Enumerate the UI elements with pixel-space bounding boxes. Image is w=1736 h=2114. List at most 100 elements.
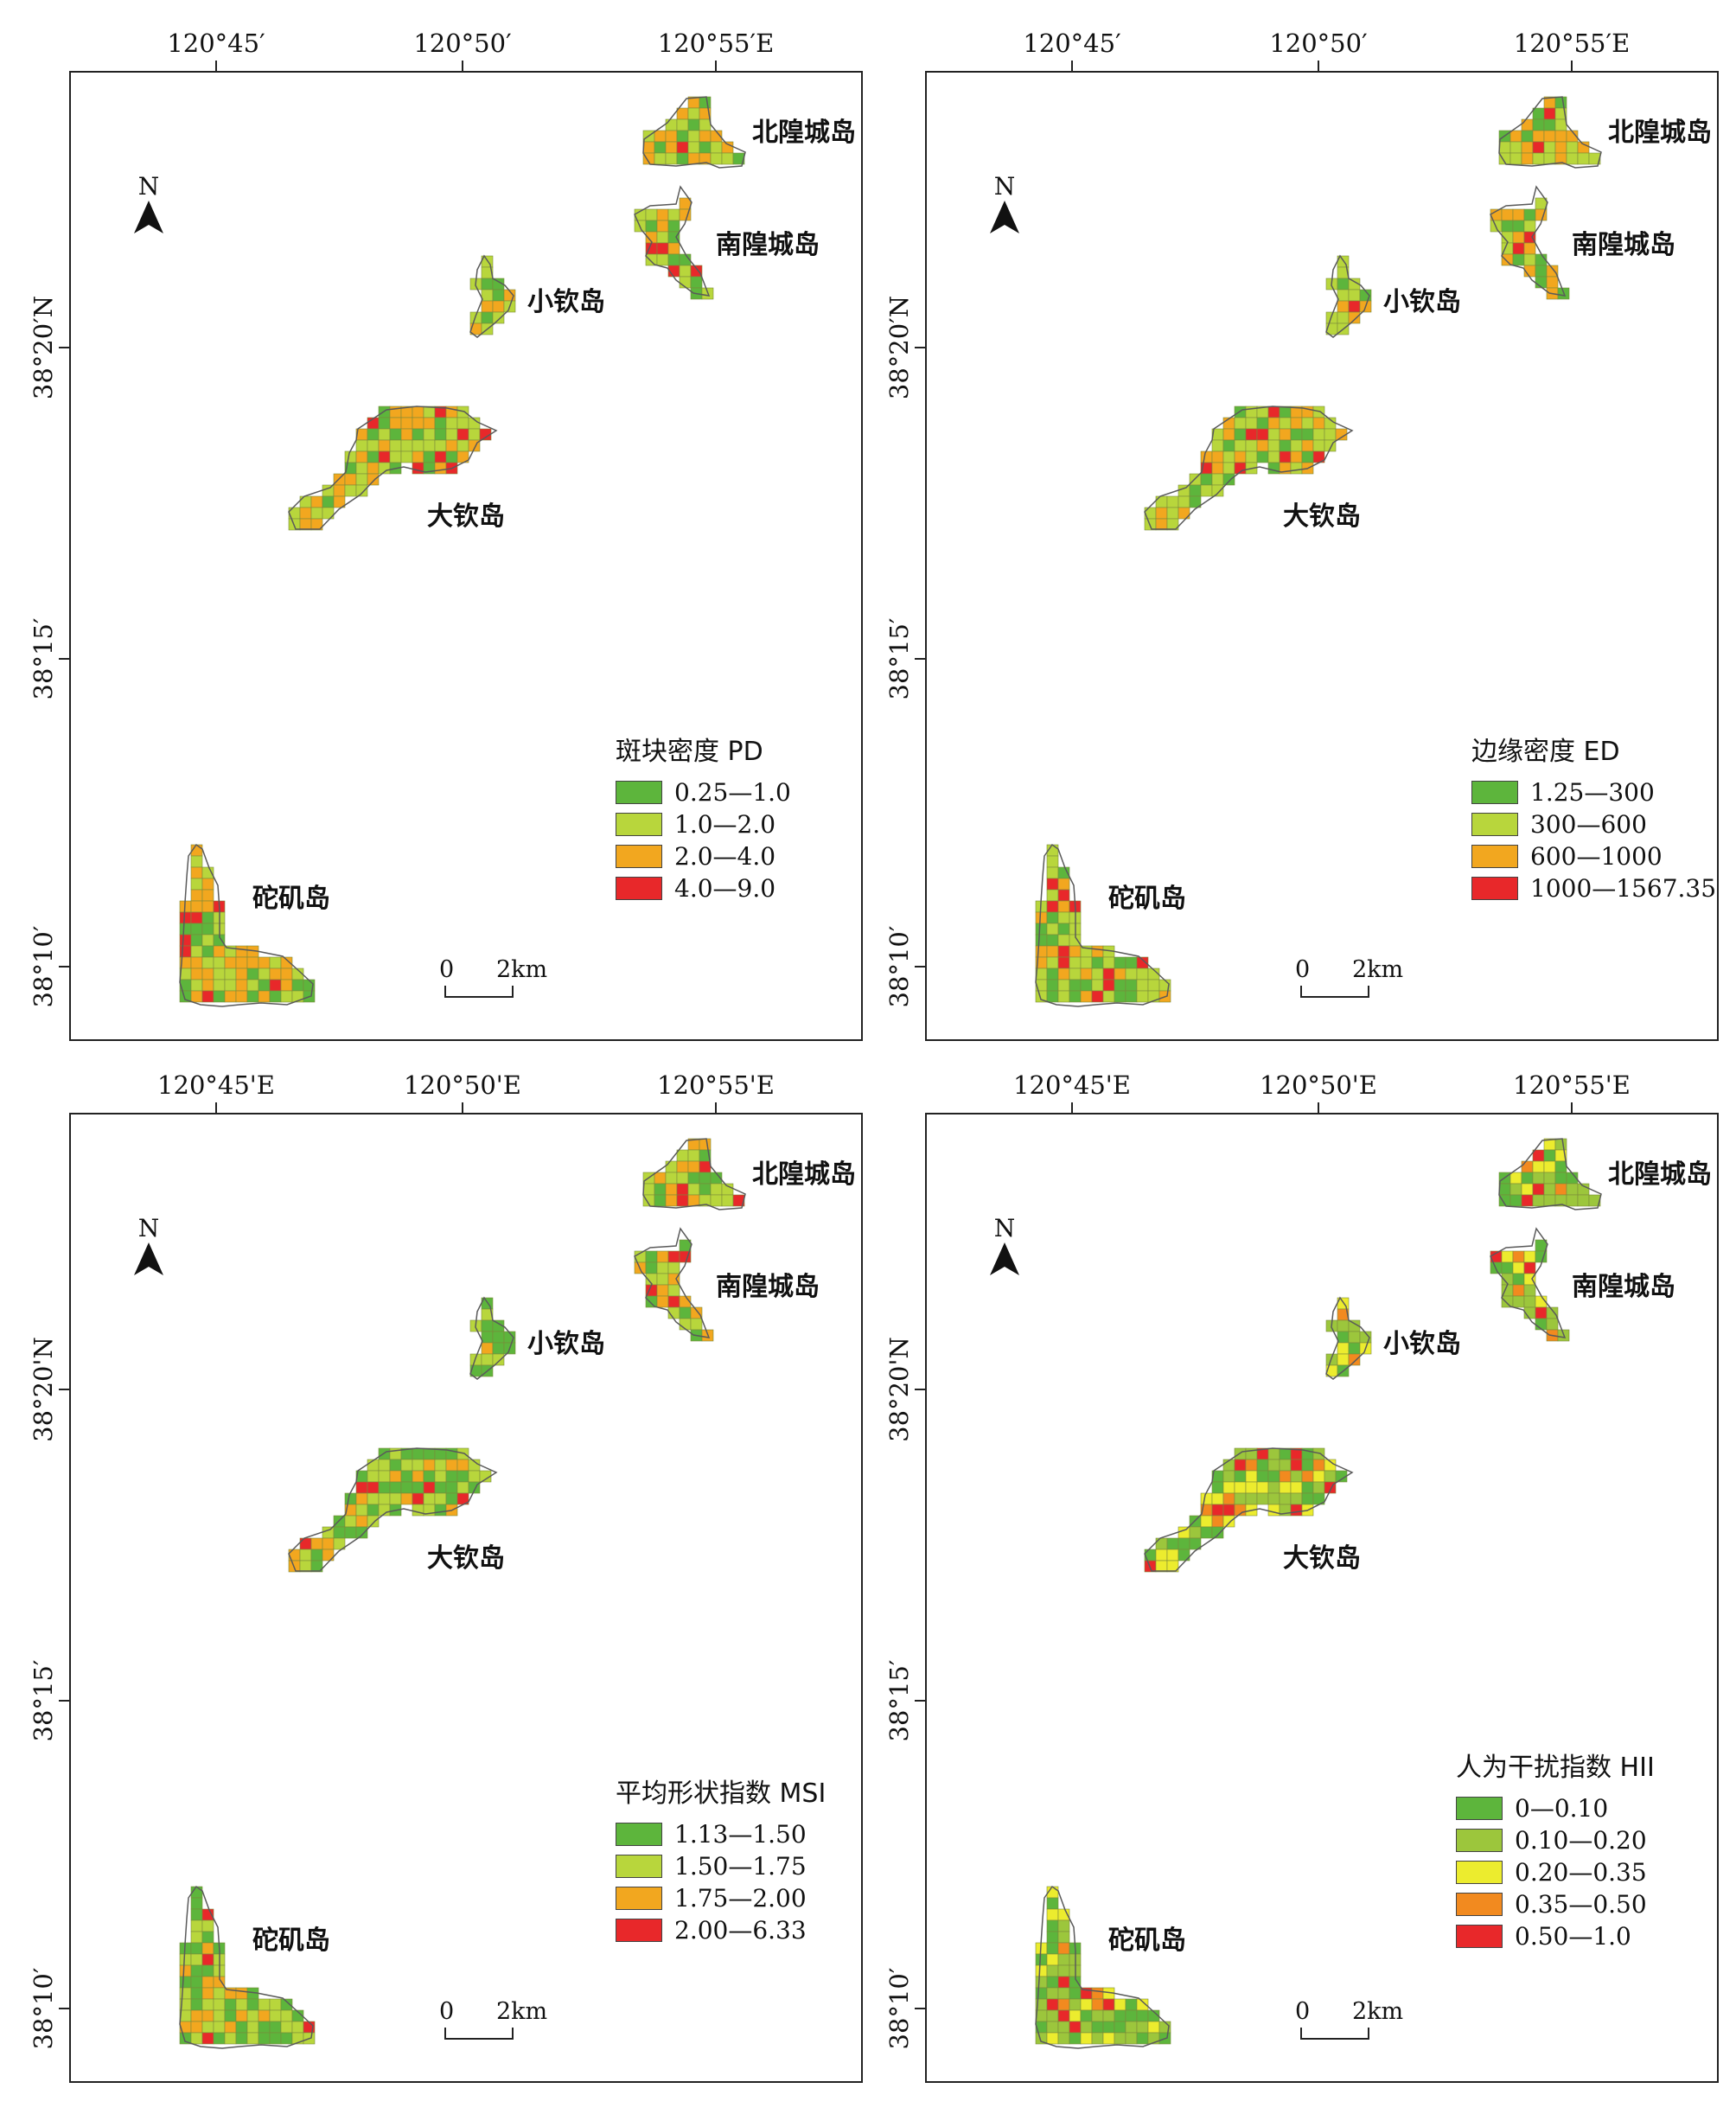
grid-cell [1102,968,1115,980]
grid-cell [1546,276,1559,289]
grid-cell [1080,1998,1093,2011]
grid-cell [1348,1353,1361,1366]
grid-cell [1091,979,1104,992]
island-xiaoqin [1325,254,1372,338]
grid-cell [201,1931,214,1944]
grid-cell [1267,450,1280,463]
grid-cell [1546,1318,1559,1331]
latitude-tick [915,658,926,660]
grid-cell [1245,1492,1258,1505]
grid-cell [400,1492,413,1505]
grid-cell [1057,1976,1070,1989]
grid-cell [291,979,304,992]
grid-cell [656,1250,669,1263]
grid-cell [1178,495,1190,508]
north-label: N [137,172,160,201]
grid-cell [412,439,424,452]
grid-cell [310,1549,323,1562]
grid-cell [1222,1492,1235,1505]
grid-cell [699,1138,712,1151]
grid-cell [687,107,700,120]
grid-cell [246,2009,259,2022]
grid-cell [1501,1261,1514,1274]
island-nanhuangcheng [1490,1227,1570,1342]
grid-cell [1125,990,1138,1003]
legend-item: 0.25—1.0 [616,776,791,808]
grid-cell [1337,1331,1350,1344]
grid-cell [1178,1549,1190,1562]
grid-cell [201,1976,214,1989]
grid-cell [1267,1504,1280,1517]
grid-cell [201,878,214,891]
legend-item: 1.75—2.00 [616,1882,826,1914]
grid-cell [1178,507,1190,520]
scale-line [1300,986,1369,998]
grid-cell [1222,1515,1235,1528]
island-label-xiaoqin: 小钦岛 [527,1329,605,1359]
grid-cell [190,1908,203,1921]
island-daqin [288,1447,498,1573]
grid-cell [258,968,271,980]
grid-cell [190,1919,203,1932]
grid-cell [367,462,380,475]
grid-cell [676,1172,689,1185]
island-tuoji [1035,843,1171,1007]
legend-item: 0.50—1.0 [1456,1920,1655,1952]
grid-cell [1211,1526,1224,1539]
grid-cell [1267,1459,1280,1472]
grid-cell [1035,934,1048,947]
grid-cell [1057,1953,1070,1966]
grid-cell [1279,1470,1292,1483]
grid-cell [1189,495,1202,508]
grid-cell [1222,1504,1235,1517]
latitude-label: 38°10′ [884,1967,914,2050]
grid-cell [1091,945,1104,958]
north-arrow-icon: N [130,1217,168,1275]
grid-cell [1279,1447,1292,1460]
grid-cell [322,1537,335,1550]
grid-cell [656,253,669,266]
grid-cell [1200,1492,1213,1505]
grid-cell [235,1998,248,2011]
grid-cell [1155,507,1168,520]
north-arrow-icon: N [986,175,1024,233]
grid-cell [1543,130,1556,143]
grid-cell [1091,1987,1104,2000]
grid-cell [1337,1342,1350,1355]
latitude-tick [59,658,70,660]
legend-swatch [1456,1861,1503,1884]
grid-cell [1301,1481,1314,1494]
grid-cell [201,2021,214,2034]
grid-cell [1046,1908,1059,1921]
grid-cell [1498,1183,1511,1196]
grid-cell [412,1459,424,1472]
grid-cell [201,911,214,924]
grid-cell [434,1492,447,1505]
longitude-tick [462,1102,463,1114]
grid-cell [676,107,689,120]
grid-cell [423,1492,436,1505]
grid-cell [412,428,424,441]
grid-cell [190,945,203,958]
grid-cell [190,956,203,969]
latitude-tick [915,347,926,348]
grid-cell [213,2021,226,2034]
grid-cell [1189,1526,1202,1539]
grid-cell [280,990,293,1003]
grid-cell [246,990,259,1003]
island-label-beihuangcheng: 北隍城岛 [1608,1159,1712,1190]
grid-cell [190,1976,203,1989]
grid-cell [1312,428,1325,441]
scale-distance: 2km [496,1998,548,2025]
grid-cell [1312,1447,1325,1460]
grid-cell [235,990,248,1003]
grid-cell [656,231,669,244]
grid-cell [1166,507,1179,520]
grid-cell [1069,990,1082,1003]
grid-cell [224,979,237,992]
grid-cell [235,2032,248,2045]
grid-cell [1543,1160,1556,1173]
grid-cell [423,406,436,418]
grid-cell [1114,956,1126,969]
grid-cell [224,990,237,1003]
